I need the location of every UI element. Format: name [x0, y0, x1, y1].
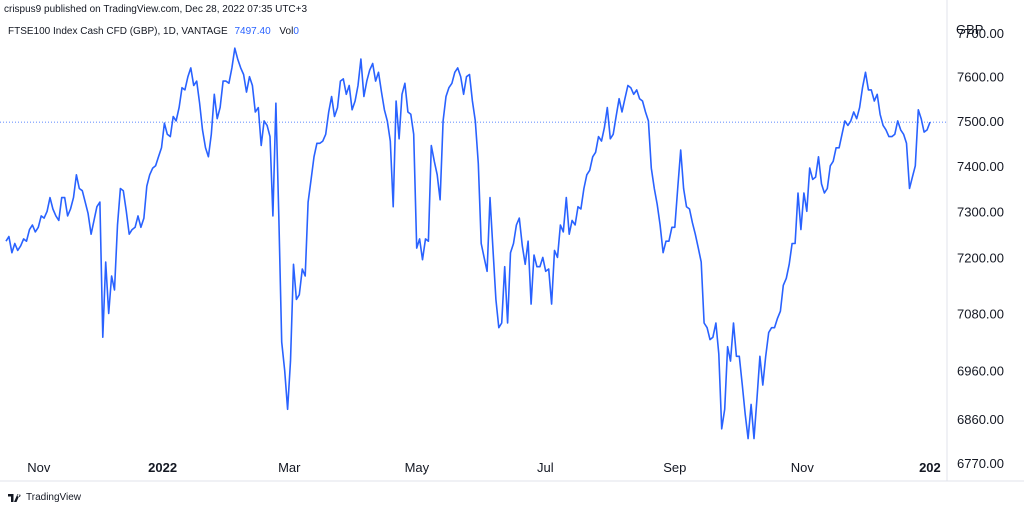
x-tick-label: Nov [791, 460, 815, 475]
y-tick-label: 6960.00 [957, 364, 1004, 379]
publish-info: crispus9 published on TradingView.com, D… [4, 4, 308, 15]
y-tick-label: 7500.00 [957, 114, 1004, 129]
last-value: 7497.40 [234, 26, 271, 37]
symbol-label: FTSE100 Index Cash CFD (GBP), 1D, VANTAG… [8, 26, 228, 37]
y-tick-label: 7600.00 [957, 70, 1004, 85]
y-tick-label: 7400.00 [957, 159, 1004, 174]
volume-label: Vol [279, 26, 294, 37]
y-tick-label: 6860.00 [957, 412, 1004, 427]
brand-label: TradingView [26, 492, 82, 503]
y-tick-label: 7300.00 [957, 204, 1004, 219]
x-tick-label: May [405, 460, 430, 475]
x-tick-label: 202 [919, 460, 941, 475]
x-tick-label: Sep [663, 460, 686, 475]
series-line [5, 47, 931, 440]
x-tick-label: Nov [27, 460, 51, 475]
tradingview-logo-icon [8, 493, 21, 502]
x-tick-label: Mar [278, 460, 301, 475]
volume-value: 0 [293, 26, 299, 37]
x-tick-label: 2022 [148, 460, 177, 475]
y-tick-label: 7700.00 [957, 26, 1004, 41]
x-tick-label: Jul [537, 460, 554, 475]
y-tick-label: 7200.00 [957, 250, 1004, 265]
y-tick-label: 6770.00 [957, 456, 1004, 471]
y-tick-label: 7080.00 [957, 307, 1004, 322]
currency-label: GBP [956, 22, 984, 37]
chart-legend: FTSE100 Index Cash CFD (GBP), 1D, VANTAG… [8, 26, 299, 37]
brand-footer[interactable]: TradingView [8, 492, 81, 503]
